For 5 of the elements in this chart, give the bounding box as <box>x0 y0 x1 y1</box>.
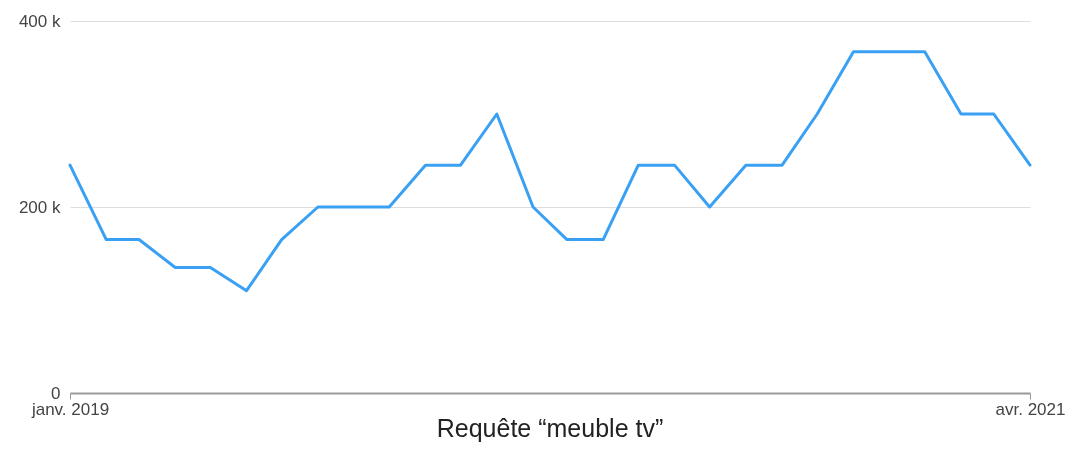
x-tick-label: avr. 2021 <box>995 399 1066 419</box>
text: Requête “meuble tv” <box>436 414 664 442</box>
y-tick-label: 200 k <box>18 197 61 217</box>
y-tick-label: 400 k <box>18 11 61 31</box>
line-series <box>68 50 1032 293</box>
